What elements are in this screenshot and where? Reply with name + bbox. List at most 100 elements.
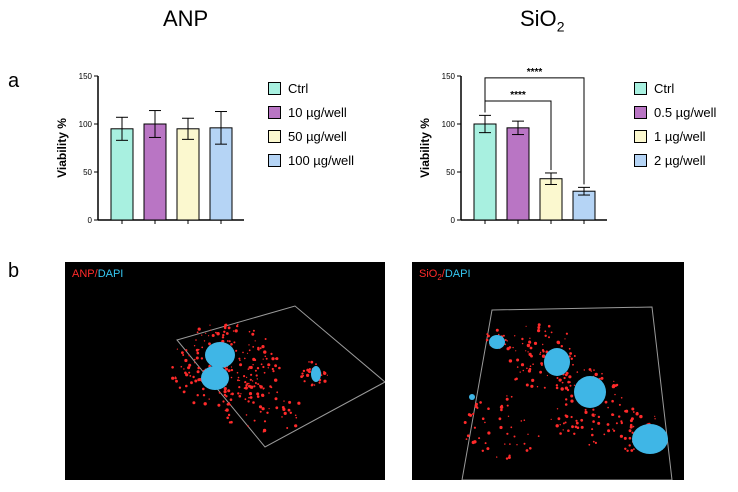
particle-dot — [478, 437, 481, 440]
particle-dot — [233, 341, 236, 344]
particle-dot — [262, 428, 267, 433]
particle-dot — [565, 398, 568, 401]
particle-dot — [593, 369, 595, 371]
sio2-viability-chart: Viability % 0 50 100 150 **** **** — [418, 68, 607, 225]
particle-dot — [474, 405, 478, 408]
legend-label: 2 µg/well — [654, 152, 706, 168]
particle-dot — [275, 357, 277, 360]
particle-dot — [500, 404, 503, 408]
particle-dot — [473, 426, 476, 429]
particle-dot — [262, 365, 265, 369]
particle-dot — [594, 414, 596, 416]
legend-item: 2 µg/well — [634, 148, 716, 172]
particle-dot — [563, 376, 566, 380]
particle-dot — [248, 344, 250, 346]
particle-dot — [264, 355, 267, 358]
particle-dot — [184, 371, 187, 375]
legend-item: Ctrl — [634, 76, 716, 100]
bar-0 — [110, 128, 134, 221]
particle-dot — [505, 397, 509, 401]
particle-dot — [528, 340, 532, 344]
particle-dot — [306, 373, 309, 376]
particle-dot — [230, 343, 233, 346]
particle-dot — [604, 400, 608, 404]
particle-dot — [529, 365, 532, 367]
particle-dot — [271, 367, 274, 371]
particle-dot — [286, 427, 289, 429]
particle-dot — [607, 429, 611, 433]
particle-dot — [529, 346, 533, 350]
particle-dot — [531, 378, 535, 382]
particle-dot — [252, 346, 255, 348]
particle-dot — [510, 395, 513, 398]
particle-dot — [240, 393, 242, 395]
particle-dot — [611, 399, 614, 403]
particle-dot — [567, 429, 570, 432]
sio2-dapi-micrograph: SiO2/DAPI — [412, 262, 684, 480]
particle-dot — [619, 434, 623, 438]
particle-dot — [294, 414, 297, 417]
particle-dot — [222, 400, 225, 403]
y-tick-label: 50 — [446, 168, 455, 177]
particle-dot — [542, 350, 545, 353]
particle-dot — [248, 330, 251, 333]
particle-dot — [245, 414, 248, 416]
particle-dot — [583, 369, 585, 371]
particle-dot — [185, 349, 188, 352]
particle-dot — [615, 422, 618, 425]
particle-dot — [189, 375, 192, 377]
particle-dot — [256, 395, 260, 398]
particle-dot — [224, 410, 226, 412]
y-tick-label: 150 — [79, 72, 93, 81]
significance-label-0: **** — [527, 68, 543, 78]
legend-label: 10 µg/well — [288, 104, 347, 120]
particle-dot — [618, 415, 621, 418]
particle-dot — [184, 358, 188, 363]
sio2-micrograph-label: SiO2/DAPI — [419, 268, 471, 282]
particle-dot — [510, 426, 513, 429]
particle-dot — [537, 329, 541, 333]
particle-dot — [607, 406, 609, 409]
particle-dot — [516, 358, 520, 362]
bar-1 — [506, 127, 530, 221]
particle-dot — [306, 373, 310, 377]
particle-dot — [230, 376, 233, 379]
particle-dot — [196, 331, 199, 334]
particle-dot — [263, 420, 267, 423]
particle-dot — [487, 431, 491, 435]
particle-dot — [564, 386, 568, 390]
particle-dot — [500, 408, 503, 412]
particle-dot — [592, 408, 595, 411]
particle-dot — [228, 402, 230, 404]
particle-dot — [295, 416, 298, 419]
particle-dot — [262, 358, 264, 360]
particle-dot — [237, 323, 239, 326]
particle-dot — [202, 387, 205, 391]
particle-dot — [484, 442, 487, 445]
particle-dot — [265, 357, 268, 360]
particle-dot — [263, 371, 266, 374]
particle-dot — [283, 400, 285, 402]
particle-dot — [529, 447, 532, 450]
particle-dot — [257, 348, 260, 351]
particle-dot — [591, 433, 594, 437]
particle-dot — [171, 366, 174, 369]
y-tick-label: 0 — [451, 216, 456, 225]
particle-dot — [182, 390, 186, 394]
particle-dot — [323, 371, 327, 375]
particle-dot — [178, 386, 182, 389]
particle-dot — [576, 371, 579, 373]
particle-dot — [223, 390, 227, 394]
particle-dot — [230, 366, 233, 368]
particle-dot — [254, 340, 256, 342]
particle-dot — [475, 402, 478, 406]
particle-dot — [244, 357, 246, 360]
particle-dot — [231, 392, 234, 396]
particle-dot — [228, 340, 231, 343]
particle-dot — [238, 386, 241, 389]
particle-dot — [526, 367, 528, 370]
particle-dot — [560, 387, 564, 391]
particle-dot — [237, 392, 240, 395]
y-tick-label: 100 — [79, 120, 93, 129]
particle-dot — [268, 392, 270, 394]
